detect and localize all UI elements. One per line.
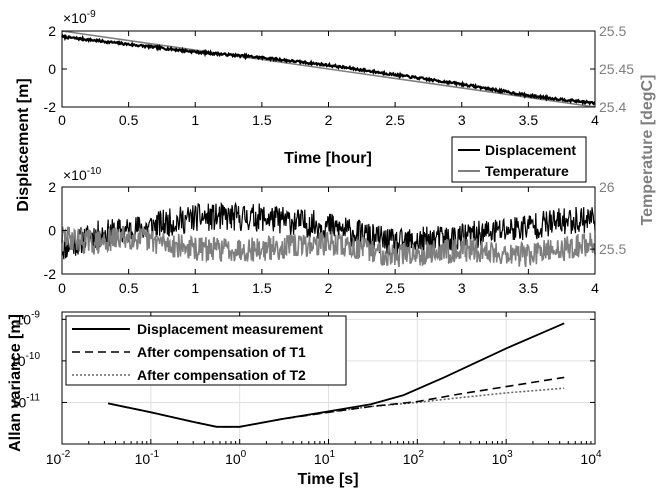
legend-label-t2: After compensation of T2 (137, 367, 306, 383)
x-tick-label: 2 (325, 112, 333, 128)
legend-label-t1: After compensation of T1 (137, 344, 306, 360)
bottom-legend: Displacement measurement After compensat… (65, 315, 347, 386)
y-tick-label: 0 (48, 223, 56, 239)
x-tick-label: 103 (492, 449, 514, 467)
right-ylabel: Temperature [degC] (639, 75, 656, 226)
x-tick-label: 102 (403, 449, 425, 467)
x-tick-label: 1 (191, 280, 199, 296)
x-tick-label: 104 (580, 449, 602, 467)
y-tick-label: 10-11 (11, 392, 41, 410)
y-tick-label: 10-9 (16, 309, 41, 327)
x-tick-label: 100 (225, 449, 247, 467)
top-series (61, 30, 596, 108)
x-tick-label: 3 (458, 112, 466, 128)
series-displacement-line (61, 33, 596, 106)
series-temperature-line (61, 225, 596, 268)
y-right-tick-label: 25.5 (599, 241, 626, 257)
left-ylabel: Displacement [m] (15, 78, 32, 211)
y-right-tick-label: 25.4 (599, 99, 626, 115)
y-tick-label: 10-10 (10, 351, 40, 369)
x-tick-label: 2 (325, 280, 333, 296)
y-tick-label: 2 (48, 23, 56, 39)
legend-label-displacement-measurement: Displacement measurement (137, 321, 323, 337)
x-tick-label: 3.5 (519, 112, 539, 128)
top-xlabel: Time [hour] (284, 150, 372, 167)
y-tick-label: 2 (48, 179, 56, 195)
x-tick-label: 0.5 (119, 112, 139, 128)
bottom-xlabel: Time [s] (297, 471, 358, 488)
y-right-tick-label: 25.45 (599, 61, 634, 77)
x-tick-label: 1.5 (252, 112, 272, 128)
x-tick-label: 2.5 (385, 280, 405, 296)
x-tick-label: 2.5 (385, 112, 405, 128)
x-tick-label: 1 (191, 112, 199, 128)
top-exponent: ×10-9 (63, 9, 96, 26)
x-tick-label: 1.5 (252, 280, 272, 296)
x-tick-label: 10-2 (46, 449, 71, 467)
middle-exponent: ×10-10 (63, 166, 102, 183)
series-displacement-line (61, 201, 596, 260)
x-tick-label: 0 (58, 112, 66, 128)
x-tick-label: 4 (591, 280, 599, 296)
x-tick-label: 3 (458, 280, 466, 296)
series-line-0 (107, 322, 565, 428)
x-tick-label: 3.5 (519, 280, 539, 296)
x-tick-label: 101 (314, 449, 336, 467)
x-tick-label: 10-1 (135, 449, 160, 467)
legend-box (451, 136, 587, 183)
bottom-ylabel: Allan variance [m] (7, 314, 24, 452)
legend-box (65, 315, 347, 386)
y-tick-label: 0 (48, 61, 56, 77)
bottom-panel: 10-2 10-1 100 101 102 103 104 10-11 10-10 10-9 Di… (7, 309, 602, 488)
x-tick-label: 4 (591, 112, 599, 128)
middle-series (61, 201, 596, 268)
y-right-tick-label: 26 (599, 179, 615, 195)
bottom-series (107, 322, 565, 428)
y-tick-label: -2 (44, 266, 57, 282)
series-temperature-line (61, 30, 596, 108)
middle-legend: Displacement Temperature (451, 136, 587, 183)
legend-label-temperature: Temperature (485, 163, 569, 179)
x-tick-label: 0 (58, 280, 66, 296)
bottom-ticks: 10-2 10-1 100 101 102 103 104 10-11 10-10 10-9 (10, 309, 602, 467)
legend-label-displacement: Displacement (485, 142, 576, 158)
y-tick-label: -2 (44, 99, 57, 115)
x-tick-label: 0.5 (119, 280, 139, 296)
y-right-tick-label: 25.5 (599, 23, 626, 39)
